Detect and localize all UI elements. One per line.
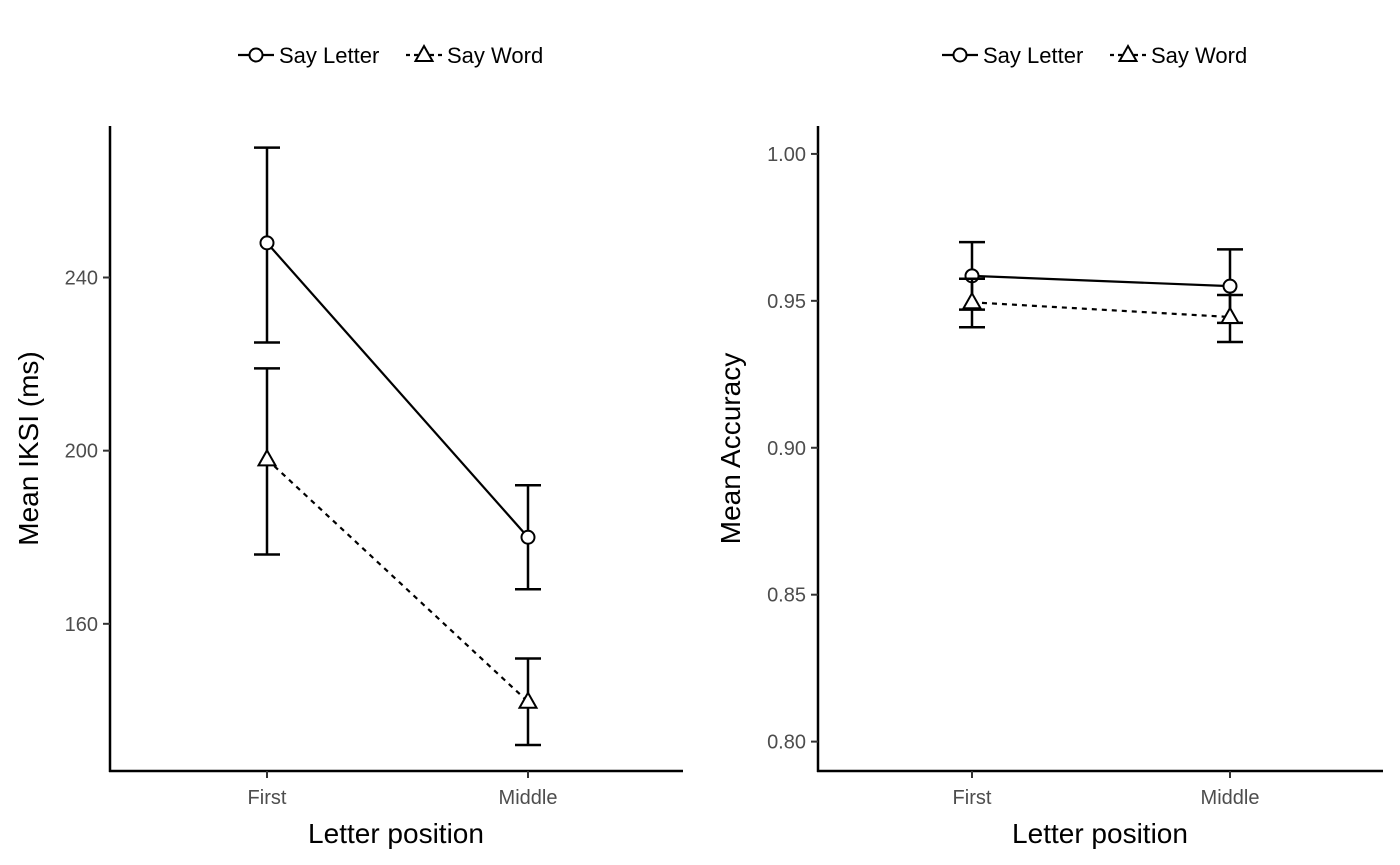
x-tick-label: Middle [1201,787,1260,809]
data-point-circle [259,235,275,251]
x-tick-label: First [953,787,992,809]
y-tick-label: 0.95 [767,291,806,313]
y-axis-title: Mean IKSI (ms) [13,351,44,545]
data-point-triangle [517,690,539,709]
series-line [266,458,529,703]
y-axis-title: Mean Accuracy [715,353,746,544]
series-2 [254,367,541,747]
y-tick-label: 200 [65,441,98,463]
data-point-triangle [256,448,278,467]
data-point-circle [1222,278,1238,294]
chart-panel-1: 160 200 240 First Middle Letter position Mean … [13,43,683,849]
series-line [971,301,1231,319]
y-tick-label: 0.85 [767,585,806,607]
legend-item: Say Word [406,43,543,68]
data-point-triangle [1219,305,1241,325]
x-tick-label: First [248,787,287,809]
x-axis-title: Letter position [308,818,484,849]
legend-circle-marker [248,47,264,63]
series-line [266,242,529,538]
legend-triangle-marker [413,43,435,62]
legend-circle-marker [952,47,968,63]
legend: Say Letter Say Word [238,43,543,68]
y-tick-label: 0.80 [767,732,806,754]
series-line [971,274,1231,288]
data-point-circle [520,529,536,545]
chart-panel-2: 0.80 0.85 0.90 0.95 1.00 First Middle Letter po… [715,43,1383,849]
series-1 [254,146,541,591]
series-1 [959,240,1243,325]
legend-item: Say Word [1110,43,1247,68]
x-axis-title: Letter position [1012,818,1188,849]
legend-label: Say Letter [279,43,379,68]
y-tick-label: 160 [65,614,98,636]
legend-item: Say Letter [942,43,1083,68]
series-2 [959,277,1243,344]
x-tick-label: Middle [499,787,558,809]
legend-label: Say Word [447,43,543,68]
y-tick-label: 0.90 [767,438,806,460]
legend-label: Say Letter [983,43,1083,68]
legend-triangle-marker [1117,43,1139,62]
legend: Say Letter Say Word [942,43,1247,68]
data-point-triangle [961,291,983,310]
y-tick-label: 240 [65,268,98,290]
legend-item: Say Letter [238,43,379,68]
legend-label: Say Word [1151,43,1247,68]
y-tick-label: 1.00 [767,144,806,166]
